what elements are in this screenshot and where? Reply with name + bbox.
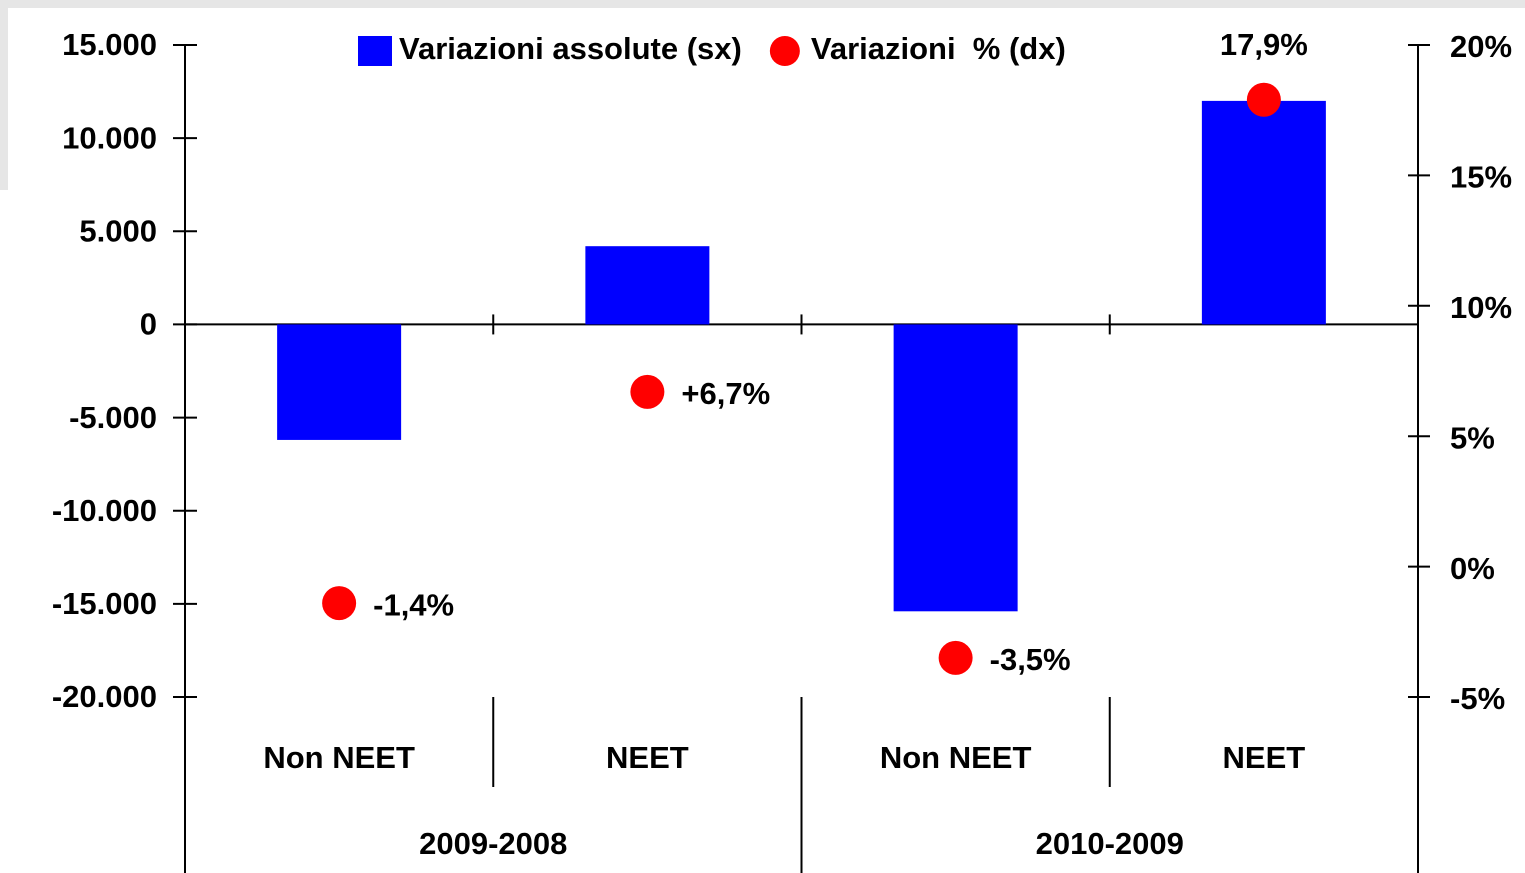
y-tick-label: 15.000 bbox=[62, 27, 157, 62]
legend-label: Variazioni % (dx) bbox=[811, 31, 1066, 66]
data-label: -1,4% bbox=[373, 587, 454, 622]
legend-label: Variazioni assolute (sx) bbox=[399, 31, 742, 66]
x-tick-label: NEET bbox=[606, 740, 689, 775]
y2-tick-label: 5% bbox=[1450, 420, 1495, 455]
point bbox=[322, 586, 357, 621]
y2-tick-label: -5% bbox=[1450, 681, 1505, 716]
x-tick-label: Non NEET bbox=[263, 740, 415, 775]
bar bbox=[585, 246, 710, 325]
bar bbox=[893, 324, 1018, 612]
data-label: 17,9% bbox=[1220, 27, 1308, 62]
y2-tick-label: 15% bbox=[1450, 160, 1512, 195]
y2-tick-label: 0% bbox=[1450, 551, 1495, 586]
y-tick-label: -10.000 bbox=[52, 493, 157, 528]
y2-tick-label: 10% bbox=[1450, 290, 1512, 325]
point bbox=[1246, 82, 1281, 117]
point bbox=[938, 640, 973, 675]
x-tick-label: Non NEET bbox=[880, 740, 1032, 775]
y-tick-label: -20.000 bbox=[52, 679, 157, 714]
y-tick-label: 10.000 bbox=[62, 120, 157, 155]
y-tick-label: -5.000 bbox=[69, 400, 157, 435]
point bbox=[630, 374, 665, 409]
bar bbox=[277, 324, 402, 440]
y2-tick-label: 20% bbox=[1450, 29, 1512, 64]
bar bbox=[1201, 100, 1326, 325]
frame bbox=[0, 0, 1525, 8]
legend-swatch bbox=[358, 36, 392, 66]
y-tick-label: -15.000 bbox=[52, 586, 157, 621]
x-group-label: 2010-2009 bbox=[1036, 826, 1184, 861]
frame bbox=[0, 0, 8, 190]
y-tick-label: 5.000 bbox=[79, 213, 157, 248]
data-label: +6,7% bbox=[681, 376, 770, 411]
x-group-label: 2009-2008 bbox=[419, 826, 567, 861]
legend-swatch bbox=[769, 36, 800, 66]
y-tick-label: 0 bbox=[140, 307, 157, 342]
data-label: -3,5% bbox=[990, 642, 1071, 677]
x-tick-label: NEET bbox=[1223, 740, 1306, 775]
